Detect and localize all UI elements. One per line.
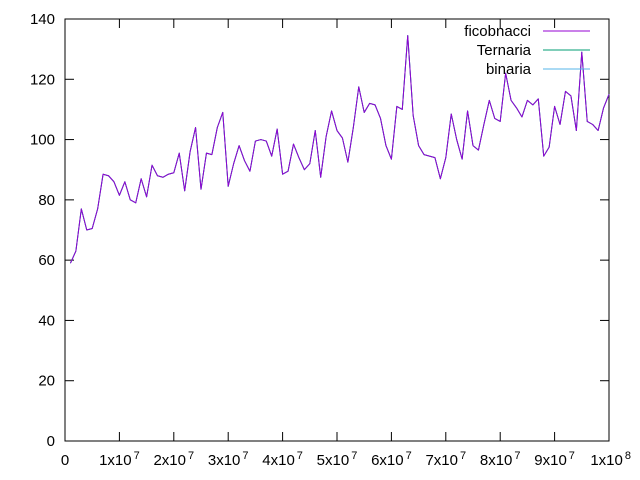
legend-label: Ternaria: [477, 42, 532, 59]
x-tick-label-exponent: 7: [351, 450, 357, 462]
x-tick-label-exponent: 7: [134, 450, 140, 462]
x-tick-label-base: 1x10: [590, 452, 623, 469]
series-layer: [69, 35, 610, 264]
x-tick-label: 0: [61, 452, 69, 469]
legend-label: binaria: [486, 61, 532, 78]
x-tick-label-base: 0: [61, 452, 69, 469]
y-tick-label: 100: [30, 132, 55, 149]
x-tick-label-base: 7x10: [425, 452, 458, 469]
x-tick-label: 9x10 7: [534, 450, 575, 469]
x-tick-label: 8x10 7: [480, 450, 521, 469]
x-tick-label-exponent: 7: [297, 450, 303, 462]
x-tick-label-base: 2x10: [153, 452, 186, 469]
y-tick-label: 120: [30, 71, 55, 88]
x-tick-label-exponent: 7: [569, 450, 575, 462]
x-tick-label-base: 1x10: [99, 452, 132, 469]
y-tick-label: 60: [38, 252, 55, 269]
x-tick-label: 1x10 7: [99, 450, 140, 469]
x-tick-label-base: 9x10: [534, 452, 567, 469]
plot-frame: [64, 18, 610, 442]
x-tick-label: 3x10 7: [208, 450, 249, 469]
x-tick-label: 2x10 7: [153, 450, 194, 469]
x-tick-label: 5x10 7: [317, 450, 358, 469]
legend: ficobnacci Ternaria binaria: [464, 23, 590, 78]
series-line-ficobnacci: [69, 35, 610, 264]
x-tick-label-base: 5x10: [317, 452, 350, 469]
y-tick-label: 20: [38, 373, 55, 390]
y-tick-label: 0: [47, 433, 55, 450]
x-tick-label: 6x10 7: [371, 450, 412, 469]
y-tick-label: 40: [38, 312, 55, 329]
x-tick-label-base: 6x10: [371, 452, 404, 469]
x-tick-label-base: 3x10: [208, 452, 241, 469]
x-tick-label: 1x10 8: [590, 450, 631, 469]
x-tick-label-exponent: 7: [460, 450, 466, 462]
x-tick-label-exponent: 7: [188, 450, 194, 462]
x-tick-label-base: 8x10: [480, 452, 513, 469]
y-tick-label: 140: [30, 11, 55, 28]
x-tick-label-exponent: 7: [242, 450, 248, 462]
x-axis: 0 1x10 7 2x10 7 3x10 7 4x10 7 5x10 7 6x10 7 7x10 7 8x10…: [61, 19, 631, 469]
x-tick-label-exponent: 7: [514, 450, 520, 462]
x-tick-label-exponent: 8: [625, 450, 631, 462]
y-axis: 0 20 40 60 80 100 120 140: [30, 11, 609, 450]
x-tick-label: 4x10 7: [262, 450, 303, 469]
x-tick-label-base: 4x10: [262, 452, 295, 469]
legend-label: ficobnacci: [464, 23, 531, 40]
x-tick-label: 7x10 7: [425, 450, 466, 469]
y-tick-label: 80: [38, 192, 55, 209]
x-tick-label-exponent: 7: [406, 450, 412, 462]
